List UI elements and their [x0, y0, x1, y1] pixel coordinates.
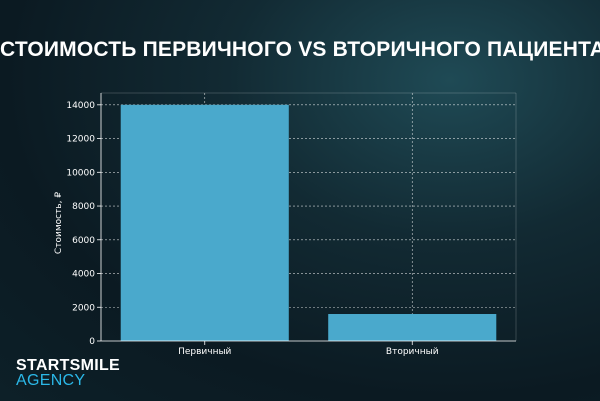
y-axis-label: Стоимость, ₽ — [54, 192, 64, 254]
chart-title: СТОИМОСТЬ ПЕРВИЧНОГО VS ВТОРИЧНОГО ПАЦИЕ… — [0, 38, 600, 61]
y-tick-label-5: 10000 — [66, 168, 95, 178]
bars-layer — [120, 104, 497, 341]
y-tick-label-0: 0 — [89, 337, 95, 347]
bar-1 — [328, 314, 497, 341]
y-tick-label-3: 6000 — [72, 236, 95, 246]
logo-line-1: STARTSMILE — [16, 357, 121, 374]
bar-0 — [120, 104, 289, 341]
x-tick-label-0: Первичный — [178, 347, 231, 357]
x-tick-label-1: Вторичный — [386, 347, 439, 357]
y-tick-label-7: 14000 — [66, 101, 95, 111]
axes-layer — [97, 92, 517, 345]
brand-logo: STARTSMILE AGENCY — [16, 357, 121, 389]
y-tick-label-2: 4000 — [72, 270, 95, 280]
labels-layer: 0 2000 4000 6000 8000 10000 12000 14000 Первичны… — [66, 101, 438, 357]
y-tick-label-6: 12000 — [66, 135, 95, 145]
y-tick-label-1: 2000 — [72, 303, 95, 313]
logo-line-2: AGENCY — [16, 372, 86, 389]
y-tick-label-4: 8000 — [72, 202, 95, 212]
